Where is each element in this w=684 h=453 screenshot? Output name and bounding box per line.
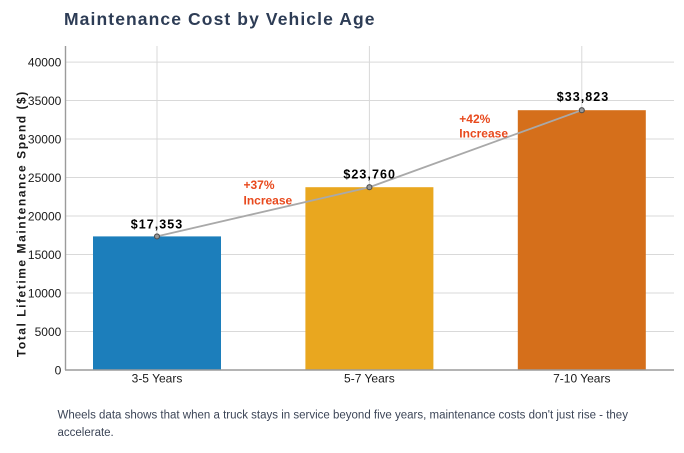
svg-text:+42%: +42%: [459, 112, 490, 126]
svg-text:Total Lifetime Maintenance Spe: Total Lifetime Maintenance Spend ($): [14, 90, 28, 357]
svg-text:$33,823: $33,823: [557, 90, 610, 104]
svg-text:40000: 40000: [28, 55, 62, 69]
svg-text:15000: 15000: [28, 248, 62, 262]
svg-text:Wheels data shows that when a: Wheels data shows that when a truck stay…: [58, 410, 629, 422]
svg-text:3-5 Years: 3-5 Years: [132, 372, 183, 386]
svg-text:$17,353: $17,353: [131, 218, 184, 232]
svg-text:10000: 10000: [28, 286, 62, 300]
svg-text:20000: 20000: [28, 209, 62, 223]
svg-text:7-10 Years: 7-10 Years: [553, 372, 610, 386]
svg-text:Maintenance Cost by Vehicle Ag: Maintenance Cost by Vehicle Age: [64, 9, 376, 29]
svg-text:Increase: Increase: [244, 194, 293, 208]
svg-text:30000: 30000: [28, 132, 62, 146]
svg-text:35000: 35000: [28, 94, 62, 108]
svg-text:$23,760: $23,760: [343, 167, 396, 181]
svg-text:25000: 25000: [28, 171, 62, 185]
svg-text:Increase: Increase: [459, 127, 508, 141]
svg-text:accelerate.: accelerate.: [58, 427, 114, 439]
svg-text:0: 0: [55, 363, 62, 377]
svg-text:+37%: +37%: [244, 178, 275, 192]
svg-text:5-7 Years: 5-7 Years: [344, 372, 395, 386]
svg-text:5000: 5000: [35, 325, 62, 339]
